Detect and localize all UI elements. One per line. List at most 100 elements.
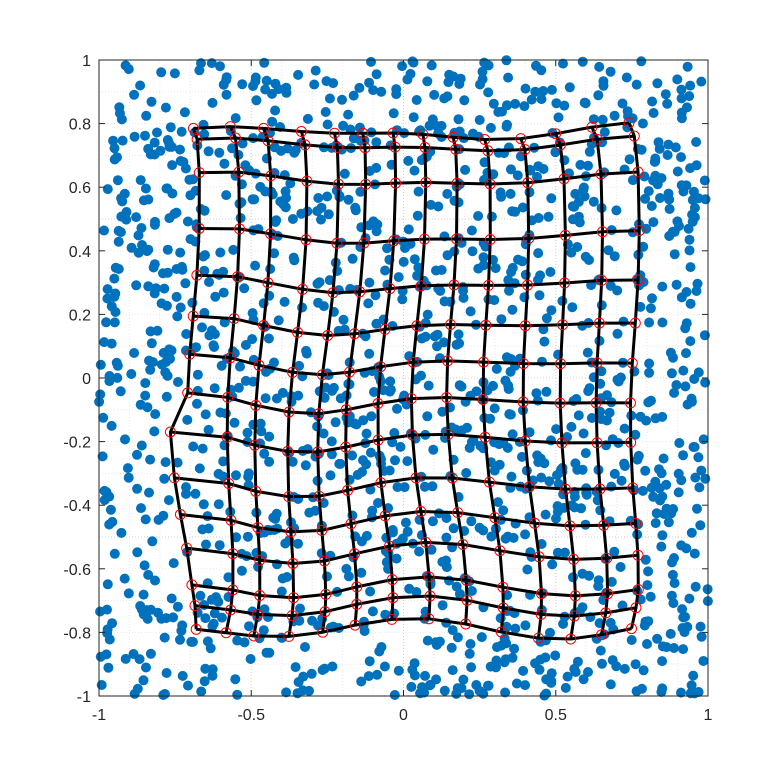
scatter-point bbox=[145, 604, 156, 615]
scatter-point bbox=[504, 409, 515, 420]
scatter-point bbox=[458, 292, 469, 303]
scatter-point bbox=[368, 85, 379, 96]
scatter-point bbox=[437, 406, 448, 417]
warped-grid-node bbox=[317, 626, 329, 638]
scatter-point bbox=[391, 553, 402, 564]
warped-grid-node bbox=[483, 476, 495, 488]
scatter-point bbox=[485, 413, 496, 424]
scatter-point bbox=[248, 376, 259, 387]
warped-grid-node bbox=[626, 623, 637, 635]
scatter-point bbox=[617, 600, 628, 611]
scatter-point bbox=[643, 186, 654, 197]
x-tick-label: 0.5 bbox=[545, 707, 567, 724]
warped-grid-node bbox=[483, 279, 494, 291]
scatter-point bbox=[485, 661, 496, 672]
warped-grid-node bbox=[415, 506, 427, 517]
scatter-point bbox=[596, 366, 607, 377]
scatter-point bbox=[285, 178, 296, 189]
warped-grid-node bbox=[351, 598, 363, 610]
scatter-point bbox=[138, 675, 149, 686]
scatter-point bbox=[578, 428, 589, 439]
scatter-point bbox=[416, 333, 427, 344]
scatter-point bbox=[519, 101, 530, 112]
scatter-point bbox=[371, 226, 382, 237]
scatter-point bbox=[105, 504, 116, 515]
scatter-point bbox=[107, 516, 118, 527]
scatter-point bbox=[489, 403, 500, 414]
scatter-point bbox=[597, 658, 607, 669]
scatter-point bbox=[171, 291, 182, 302]
scatter-point bbox=[652, 78, 663, 89]
scatter-point bbox=[603, 245, 614, 256]
scatter-point bbox=[558, 58, 568, 69]
scatter-point bbox=[584, 570, 595, 581]
scatter-point bbox=[306, 668, 317, 679]
warped-grid-node bbox=[445, 319, 456, 330]
scatter-point bbox=[583, 160, 593, 171]
scatter-point bbox=[537, 356, 547, 367]
scatter-point bbox=[295, 603, 305, 614]
scatter-point bbox=[209, 608, 220, 619]
scatter-point bbox=[200, 409, 211, 420]
scatter-point bbox=[371, 318, 382, 329]
scatter-point bbox=[232, 635, 243, 646]
scatter-point bbox=[198, 499, 209, 510]
warped-grid-node bbox=[322, 330, 334, 341]
scatter-point bbox=[244, 621, 254, 632]
warped-grid-column bbox=[316, 132, 340, 633]
warped-grid-node bbox=[357, 127, 369, 139]
warped-grid-node bbox=[477, 394, 489, 405]
scatter-point bbox=[693, 452, 704, 463]
scatter-point bbox=[685, 80, 696, 91]
scatter-point bbox=[695, 621, 706, 632]
scatter-point bbox=[297, 685, 308, 696]
scatter-point bbox=[168, 558, 179, 569]
scatter-point bbox=[171, 207, 182, 218]
scatter-point bbox=[183, 680, 193, 691]
scatter-point bbox=[507, 206, 518, 217]
scatter-point bbox=[258, 625, 269, 636]
scatter-point bbox=[431, 639, 442, 650]
scatter-point bbox=[293, 390, 304, 401]
scatter-point bbox=[676, 84, 687, 95]
scatter-point bbox=[162, 370, 173, 381]
scatter-point bbox=[450, 424, 461, 435]
scatter-point bbox=[543, 211, 554, 222]
y-tick-label: -1 bbox=[77, 689, 91, 706]
scatter-point bbox=[133, 230, 144, 241]
scatter-point bbox=[546, 84, 557, 95]
warped-grid-node bbox=[519, 320, 531, 332]
scatter-point bbox=[412, 210, 423, 221]
scatter-point bbox=[686, 680, 697, 691]
y-axis-tick-labels: 1 0.8 0.6 0.4 0.2 0 -0.2 -0.4 -0.6 -0.8 -1 bbox=[63, 53, 91, 706]
scatter-point bbox=[558, 618, 569, 629]
scatter-point bbox=[177, 670, 188, 681]
scatter-point bbox=[685, 262, 696, 273]
warped-grid-node bbox=[253, 359, 265, 371]
warped-grid-node bbox=[564, 520, 576, 532]
scatter-point bbox=[689, 548, 700, 559]
warped-grid-node bbox=[345, 518, 357, 530]
scatter-point bbox=[607, 655, 618, 666]
scatter-point bbox=[533, 248, 544, 259]
warped-grid-node bbox=[596, 274, 608, 286]
scatter-point bbox=[348, 90, 359, 101]
scatter-point bbox=[326, 436, 337, 447]
scatter-point bbox=[135, 175, 146, 186]
scatter-point bbox=[491, 363, 502, 374]
scatter-point bbox=[152, 325, 163, 336]
warped-grid-node bbox=[283, 630, 295, 642]
scatter-point bbox=[441, 513, 452, 523]
scatter-point bbox=[436, 265, 447, 275]
scatter-point bbox=[667, 569, 678, 580]
scatter-point bbox=[182, 414, 193, 425]
scatter-point bbox=[261, 75, 272, 86]
scatter-point bbox=[376, 86, 387, 97]
scatter-point bbox=[455, 73, 466, 84]
scatter-point bbox=[202, 636, 213, 647]
scatter-point bbox=[453, 114, 464, 125]
scatter-point bbox=[604, 407, 615, 418]
warped-grid-node bbox=[591, 357, 603, 369]
warped-grid-node bbox=[568, 610, 580, 622]
